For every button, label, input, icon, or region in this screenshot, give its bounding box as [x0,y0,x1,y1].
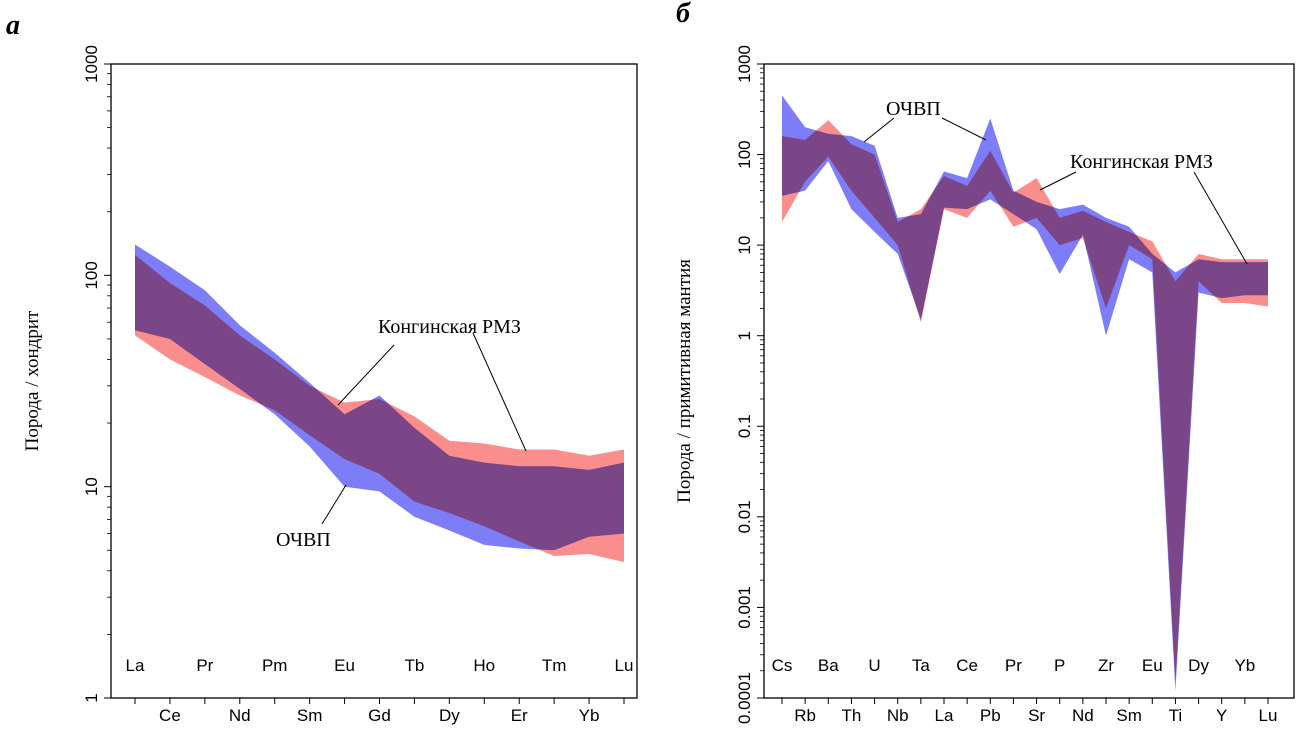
panel-a-kongin-leader-2 [472,332,527,452]
panel-a-x-top-tick-label: Tb [405,656,425,675]
panel-b-y-tick-label: 0.01 [735,500,754,533]
panel-b-y-ticks: 0.0001 0.001 0.01 0.1 1 10 100 1000 [735,45,764,724]
panel-b-frame [763,63,1295,699]
panel-b-y-tick-label: 100 [735,140,754,168]
panel-b-kongin-leader-2 [1193,171,1248,265]
panel-a-x-bottom-tick-label: Dy [439,706,460,725]
panel-b-x-top-tick-label: Yb [1234,656,1255,675]
panel-b-x-ticks: Cs Ba U Ta Ce Pr P Zr Eu Dy Yb Rb Th Nb La Pb Sr Nd Sm Ti Y L… [772,656,1278,725]
panel-a-series-kongin-envelope [135,254,624,562]
panel-b-ochvp-leader-2 [941,117,987,141]
panel-b-x-top-tick-label: Pr [1005,656,1022,675]
panel-a-y-tick-label: 1000 [82,45,101,83]
panel-b-x-bottom-tick-label: Rb [794,706,816,725]
panel-b-x-bottom-tick-label: La [935,706,954,725]
panel-b-x-bottom-tick-label: Sr [1028,706,1045,725]
panel-b-x-bottom-tick-label: Th [842,706,862,725]
panel-a-ochvp-annotation: ОЧВП [276,529,331,551]
panel-b-y-axis-label: Порода / примитивная мантия [674,259,695,503]
panel-a-x-top-tick-label: Eu [334,656,355,675]
panel-b-x-top-tick-label: Dy [1188,656,1209,675]
panel-b-x-top-tick-label: Ba [818,656,839,675]
panel-b-y-tick-label: 1000 [735,45,754,83]
panel-b-x-bottom-tick-label: Nd [1072,706,1094,725]
panel-b-x-top-tick-label: Eu [1142,656,1163,675]
panel-a-y-ticks: 1 10 100 1000 [82,45,111,703]
panel-a-x-bottom-tick-label: Er [511,706,528,725]
panel-a-label: а [6,10,20,41]
panel-b: б 0.0001 0.001 0.01 0.1 1 10 100 1000 Cs Ba U Ta Ce… [674,0,1295,725]
panel-b-x-bottom-tick-label: Ti [1169,706,1183,725]
panel-a-x-bottom-tick-label: Yb [579,706,600,725]
panel-a-y-tick-label: 10 [82,477,101,496]
panel-b-x-bottom-tick-label: Sm [1116,706,1142,725]
panel-b-x-bottom-tick-label: Y [1216,706,1227,725]
panel-a-y-tick-label: 1 [82,693,101,702]
panel-a-x-top-tick-label: Pm [262,656,288,675]
panel-b-x-top-tick-label: P [1054,656,1065,675]
panel-b-x-top-tick-label: Zr [1098,656,1114,675]
panel-a-y-axis-label: Порода / хондрит [22,310,43,451]
panel-a-frame [110,63,638,699]
panel-b-y-tick-label: 0.001 [735,586,754,629]
panel-a-x-ticks: La Pr Pm Eu Tb Ho Tm Lu Ce Nd Sm Gd Dy Er Yb [126,656,634,725]
panel-a-x-top-tick-label: Ho [473,656,495,675]
panel-b-label: б [676,0,691,29]
panel-a-areas [135,244,624,562]
panel-b-x-top-tick-label: Ce [956,656,978,675]
panel-a-x-bottom-tick-label: Nd [229,706,251,725]
panel-a: а 1 10 100 1000 La Pr Pm Eu Tb Ho Tm Lu Ce Nd Sm Gd Dy E… [6,10,638,725]
panel-a-x-bottom-tick-label: Gd [368,706,391,725]
panel-b-ochvp-leader-1 [863,117,895,143]
panel-a-kongin-leader-1 [337,344,395,406]
panel-a-y-tick-label: 100 [82,261,101,289]
panel-b-areas [782,95,1268,691]
panel-a-x-bottom-tick-label: Sm [297,706,323,725]
panel-b-x-top-tick-label: Ta [912,656,931,675]
panel-b-ochvp-annotation: ОЧВП [886,98,941,120]
panel-a-kongin-annotation: Конгинская РМЗ [378,316,521,338]
panel-b-kongin-leader-1 [1039,171,1077,191]
panel-b-y-tick-label: 0.1 [735,414,754,438]
panel-b-series-kongin-envelope [782,120,1268,683]
panel-a-ochvp-leader [321,484,347,525]
panel-b-x-bottom-tick-label: Pb [980,706,1001,725]
panel-a-x-top-tick-label: Lu [615,656,634,675]
panel-b-x-bottom-tick-label: Nb [887,706,909,725]
panel-a-x-top-tick-label: Tm [542,656,567,675]
panel-a-x-top-tick-label: La [126,656,145,675]
panel-b-y-tick-label: 10 [735,236,754,255]
panel-a-x-top-tick-label: Pr [196,656,213,675]
panel-a-x-bottom-tick-label: Ce [159,706,181,725]
panel-b-y-tick-label: 0.0001 [735,672,754,724]
panel-b-x-bottom-tick-label: Lu [1259,706,1278,725]
panel-b-kongin-annotation: Конгинская РМЗ [1070,151,1213,173]
panel-b-y-tick-label: 1 [735,331,754,340]
panel-b-x-top-tick-label: U [868,656,880,675]
panel-b-x-top-tick-label: Cs [772,656,793,675]
